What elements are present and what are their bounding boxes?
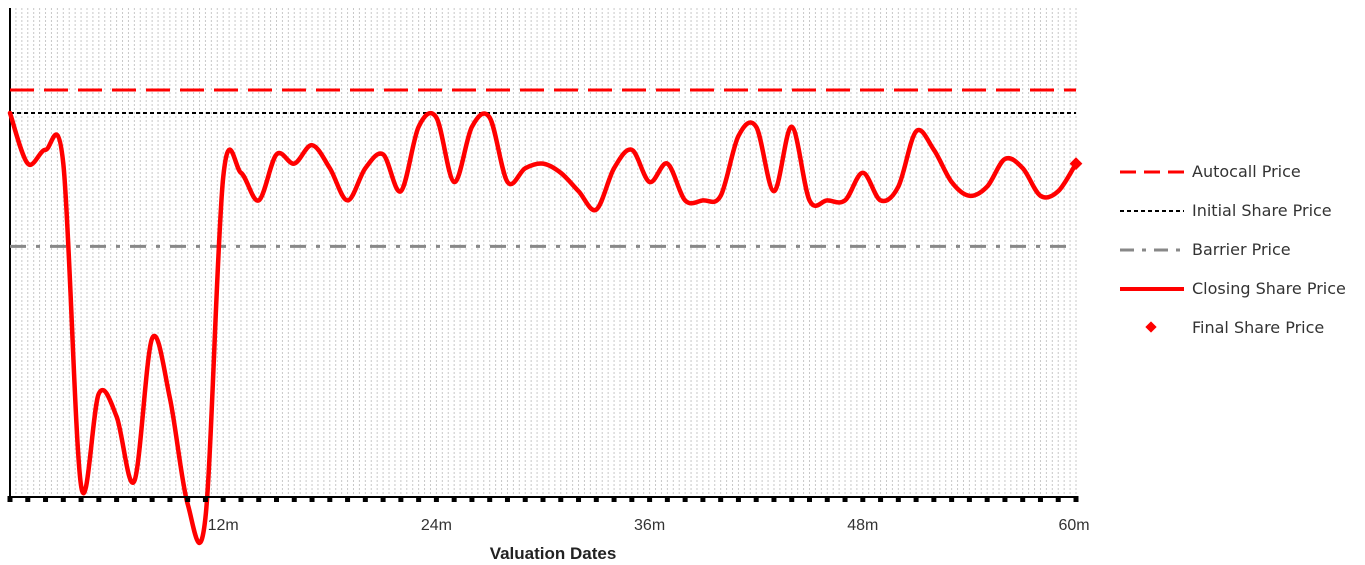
x-tick: [1020, 496, 1026, 502]
legend-item-barrier: Barrier Price: [1118, 230, 1346, 269]
x-tick: [167, 496, 173, 502]
legend-swatch-closing: [1120, 286, 1184, 291]
legend-item-closing: Closing Share Price: [1118, 269, 1346, 308]
x-tick: [1002, 496, 1008, 502]
legend-label-final: Final Share Price: [1192, 318, 1325, 337]
x-axis-tick-labels: 12m 24m 36m 48m 60m: [208, 517, 1090, 534]
x-tick: [398, 496, 404, 502]
x-tick: [114, 496, 120, 502]
x-tick: [1037, 496, 1043, 502]
x-tick: [807, 496, 812, 502]
x-tick: [256, 496, 262, 502]
x-tick: [966, 496, 972, 502]
x-tick: [771, 496, 777, 502]
legend-label-autocall: Autocall Price: [1192, 162, 1301, 181]
x-tick: [487, 496, 493, 502]
x-tick-label: 60m: [1058, 517, 1089, 534]
x-tick-label: 12m: [208, 517, 239, 534]
x-tick: [984, 496, 990, 502]
x-tick: [522, 496, 528, 502]
x-tick: [718, 496, 724, 502]
legend-swatch-initial: [1120, 209, 1184, 212]
x-tick: [469, 496, 475, 502]
x-tick: [149, 496, 155, 502]
x-tick: [451, 496, 457, 502]
x-tick: [96, 496, 102, 502]
reference-levels: [10, 88, 1076, 248]
x-tick: [558, 496, 564, 502]
x-tick: [238, 496, 244, 502]
x-tick: [60, 496, 66, 502]
x-axis-ticks: [7, 496, 1079, 502]
x-tick: [931, 496, 937, 502]
x-tick: [611, 496, 617, 502]
x-tick-label: 36m: [634, 517, 665, 534]
x-tick: [433, 496, 439, 502]
x-tick: [682, 496, 688, 502]
x-tick: [131, 496, 137, 502]
legend-label-initial: Initial Share Price: [1192, 201, 1332, 220]
x-tick: [540, 496, 546, 502]
legend-item-autocall: Autocall Price: [1118, 152, 1346, 191]
x-tick: [664, 496, 670, 502]
legend-swatch-barrier: [1120, 248, 1184, 251]
x-tick: [593, 496, 599, 502]
x-tick: [327, 496, 333, 502]
x-tick: [824, 496, 830, 502]
x-tick-label: 48m: [847, 517, 878, 534]
x-tick: [1055, 496, 1061, 502]
x-tick: [345, 496, 351, 502]
x-tick: [842, 496, 848, 502]
x-tick: [629, 496, 635, 502]
x-tick: [416, 496, 422, 502]
x-tick-label: 24m: [421, 517, 452, 534]
legend-label-barrier: Barrier Price: [1192, 240, 1291, 259]
x-tick: [1073, 496, 1079, 502]
x-tick: [789, 496, 795, 502]
legend-label-closing: Closing Share Price: [1192, 279, 1346, 298]
x-tick: [860, 496, 866, 502]
x-tick: [913, 496, 919, 502]
x-tick: [43, 496, 49, 502]
x-tick: [895, 496, 901, 502]
x-tick: [220, 496, 226, 502]
x-axis-title: Valuation Dates: [490, 544, 617, 563]
x-tick: [7, 496, 13, 502]
x-tick: [309, 496, 315, 502]
x-tick: [202, 496, 208, 502]
legend: Autocall Price Initial Share Price Barri…: [1118, 152, 1346, 347]
x-tick: [735, 496, 741, 502]
x-tick: [949, 496, 955, 502]
x-tick: [753, 496, 759, 502]
x-tick: [78, 496, 84, 502]
x-tick: [274, 496, 279, 502]
x-tick: [504, 496, 510, 502]
x-tick: [576, 496, 582, 502]
x-tick: [380, 496, 386, 502]
legend-swatch-final: [1145, 320, 1157, 333]
x-tick: [878, 496, 884, 502]
closing-share-price-line: [7, 110, 1079, 546]
x-tick: [25, 496, 31, 502]
x-tick: [700, 496, 706, 502]
x-tick: [362, 496, 368, 502]
line-chart: 12m 24m 36m 48m 60m Valuation Dates: [7, 8, 1090, 563]
legend-item-initial: Initial Share Price: [1118, 191, 1346, 230]
x-tick: [291, 496, 297, 502]
legend-item-final: Final Share Price: [1118, 308, 1346, 347]
x-tick: [647, 496, 653, 502]
x-tick: [185, 496, 191, 502]
legend-swatch-autocall: [1120, 170, 1184, 173]
